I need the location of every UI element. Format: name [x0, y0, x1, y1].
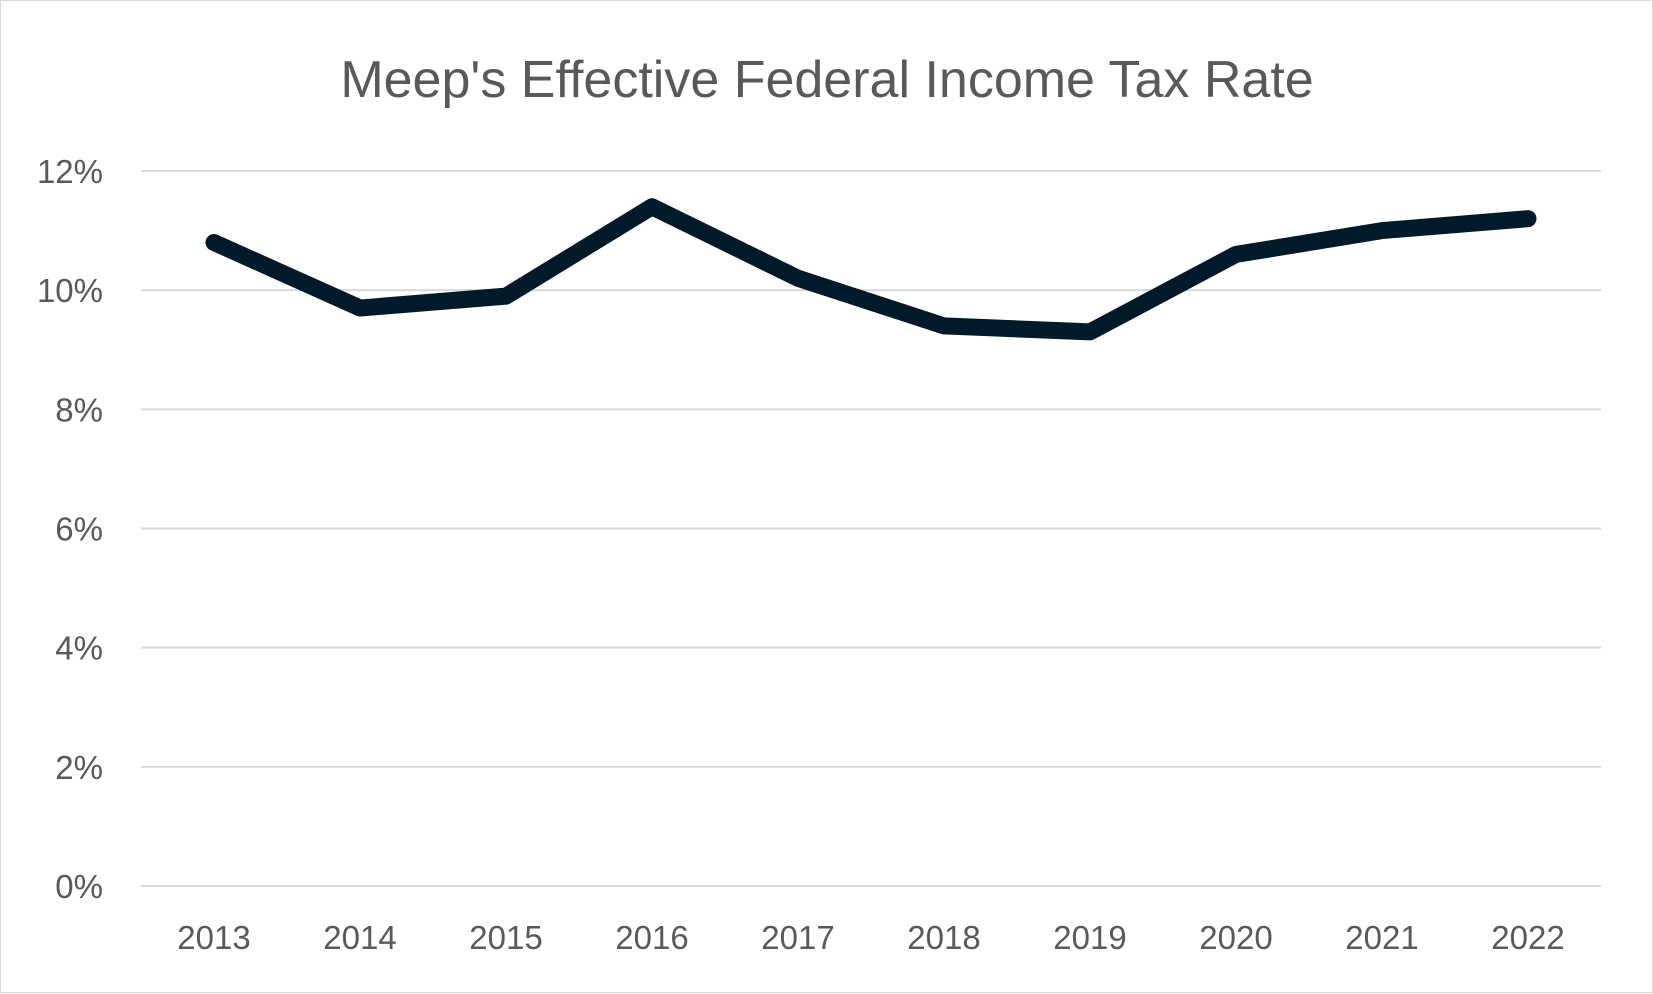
data-point — [359, 307, 361, 310]
series-line — [205, 198, 1537, 341]
x-tick-label: 2020 — [1199, 919, 1272, 956]
series-layer — [205, 198, 1537, 341]
data-point — [1089, 330, 1091, 333]
data-point — [1381, 229, 1383, 232]
y-axis-tick-labels: 0% 2% 4% 6% 8% 10% 12% — [37, 153, 103, 905]
data-point — [943, 324, 945, 327]
x-tick-label: 2018 — [907, 919, 980, 956]
x-tick-label: 2014 — [323, 919, 396, 956]
x-tick-label: 2019 — [1053, 919, 1126, 956]
y-tick-label: 10% — [37, 272, 103, 309]
data-point — [213, 241, 215, 244]
chart-title: Meep's Effective Federal Income Tax Rate — [340, 51, 1313, 109]
x-tick-label: 2017 — [761, 919, 834, 956]
x-tick-label: 2022 — [1491, 919, 1564, 956]
data-point — [505, 295, 507, 298]
y-tick-label: 4% — [55, 630, 103, 667]
x-tick-label: 2015 — [469, 919, 542, 956]
data-point — [1527, 217, 1529, 220]
x-tick-label: 2013 — [177, 919, 250, 956]
x-tick-label: 2016 — [615, 919, 688, 956]
y-tick-label: 12% — [37, 153, 103, 190]
gridlines — [141, 170, 1601, 887]
x-tick-label: 2021 — [1345, 919, 1418, 956]
data-point — [651, 205, 653, 208]
y-tick-label: 6% — [55, 511, 103, 548]
y-tick-label: 2% — [55, 749, 103, 786]
x-axis-tick-labels: 2013 2014 2015 2016 2017 2018 2019 2020 2021 2022 — [177, 919, 1564, 956]
data-point — [1235, 253, 1237, 256]
y-tick-label: 8% — [55, 391, 103, 428]
y-tick-label: 0% — [55, 868, 103, 905]
data-point — [797, 277, 799, 280]
